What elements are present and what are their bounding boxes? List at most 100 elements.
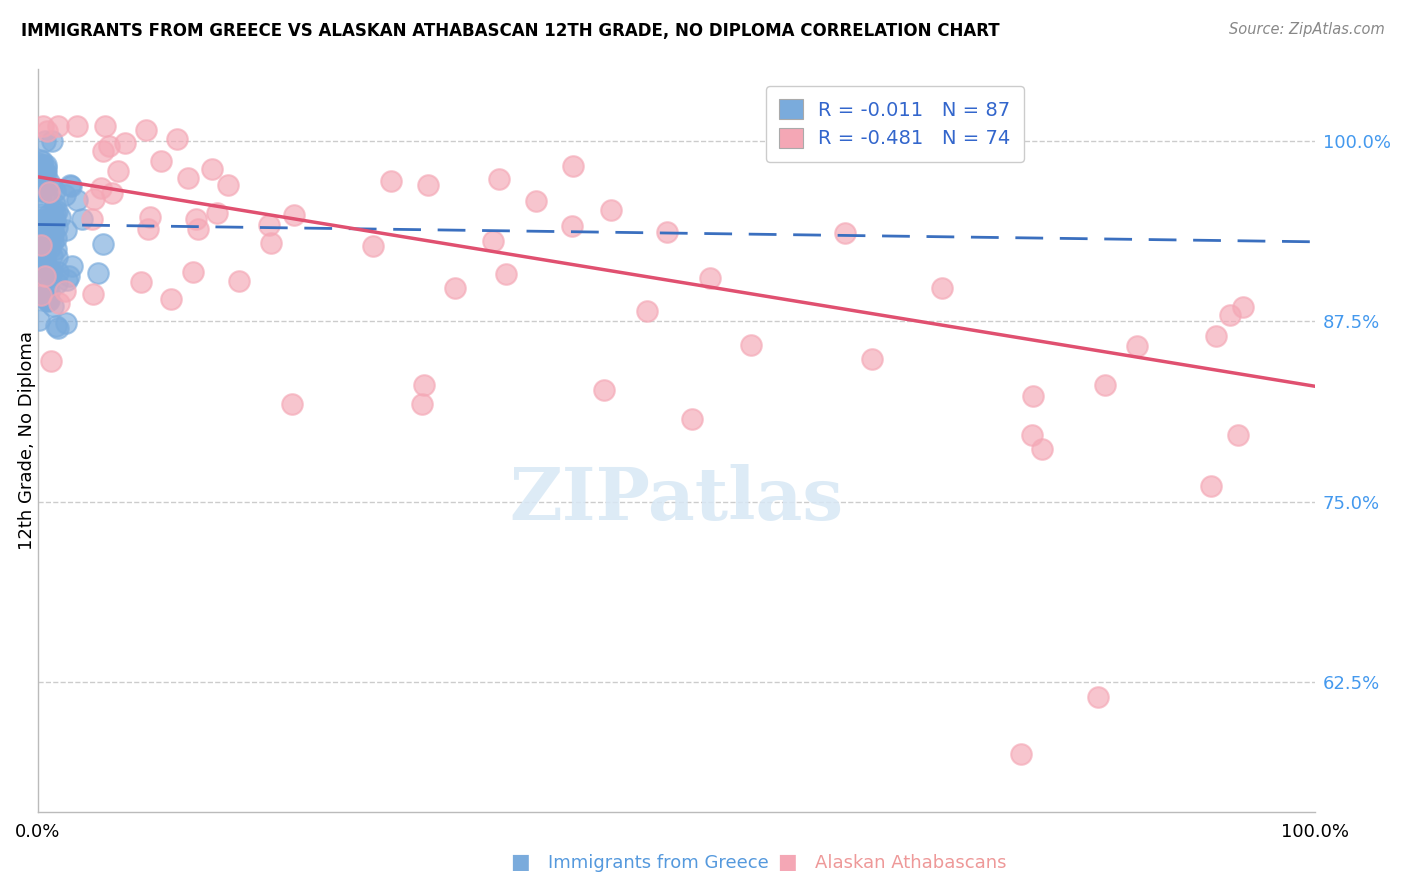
Point <box>32 234 55 248</box>
Point <box>30 275 52 289</box>
Point <box>31 154 53 169</box>
Point <box>35 161 58 175</box>
Point <box>45 318 67 333</box>
Point <box>44 184 66 198</box>
Point <box>45 230 67 244</box>
Point <box>46 250 69 264</box>
Point <box>561 159 583 173</box>
Point <box>39 353 62 368</box>
Point <box>283 208 305 222</box>
Point <box>97 138 120 153</box>
Point <box>31 223 53 237</box>
Point <box>413 378 436 392</box>
Point <box>49 211 72 225</box>
Point <box>34 253 56 268</box>
Point <box>80 211 103 226</box>
Point <box>38 186 60 200</box>
Point <box>82 287 104 301</box>
Point <box>37 123 59 137</box>
Point <box>32 213 55 227</box>
Point <box>1021 427 1043 442</box>
Point <box>526 194 548 208</box>
Point <box>166 132 188 146</box>
Point <box>30 153 52 167</box>
Point <box>41 234 63 248</box>
Point <box>1199 479 1222 493</box>
Point <box>411 397 433 411</box>
Point <box>41 211 63 226</box>
Point <box>32 238 55 252</box>
Point <box>41 249 63 263</box>
Point <box>44 212 66 227</box>
Point <box>59 179 82 194</box>
Point <box>31 235 53 249</box>
Point <box>834 227 856 241</box>
Text: IMMIGRANTS FROM GREECE VS ALASKAN ATHABASCAN 12TH GRADE, NO DIPLOMA CORRELATION : IMMIGRANTS FROM GREECE VS ALASKAN ATHABA… <box>21 22 1000 40</box>
Point <box>60 259 83 273</box>
Point <box>488 172 510 186</box>
Point <box>46 220 69 235</box>
Point <box>42 299 65 313</box>
Point <box>681 411 703 425</box>
Point <box>42 223 65 237</box>
Point <box>28 259 51 273</box>
Point <box>655 225 678 239</box>
Point <box>860 352 883 367</box>
Point <box>38 234 60 248</box>
Point <box>55 272 77 286</box>
Point <box>593 383 616 397</box>
Point <box>38 293 60 307</box>
Point <box>28 264 51 278</box>
Point <box>228 274 250 288</box>
Point <box>1232 300 1254 314</box>
Point <box>444 281 467 295</box>
Point <box>46 265 69 279</box>
Point <box>1010 747 1032 762</box>
Point <box>1021 389 1043 403</box>
Point <box>482 235 505 249</box>
Point <box>260 235 283 250</box>
Point <box>58 268 80 283</box>
Point <box>1126 338 1149 352</box>
Point <box>44 196 66 211</box>
Point <box>53 284 76 298</box>
Point <box>30 238 52 252</box>
Text: ZIPatlas: ZIPatlas <box>509 465 844 535</box>
Point <box>70 212 93 227</box>
Point <box>205 206 228 220</box>
Point <box>139 211 162 225</box>
Point <box>280 397 302 411</box>
Point <box>28 313 51 327</box>
Point <box>186 212 208 227</box>
Point <box>37 226 59 240</box>
Point <box>34 134 56 148</box>
Point <box>37 208 59 222</box>
Point <box>361 239 384 253</box>
Point <box>83 192 105 206</box>
Point <box>257 218 280 232</box>
Point <box>55 316 77 330</box>
Point <box>380 174 402 188</box>
Point <box>32 181 55 195</box>
Point <box>181 265 204 279</box>
Point <box>38 219 60 234</box>
Point <box>30 288 52 302</box>
Point <box>48 296 70 310</box>
Point <box>114 136 136 151</box>
Point <box>66 120 89 134</box>
Point <box>38 175 60 189</box>
Point <box>90 181 112 195</box>
Point <box>28 189 51 203</box>
Point <box>39 241 62 255</box>
Point <box>176 170 198 185</box>
Point <box>1219 308 1241 322</box>
Point <box>31 158 53 172</box>
Point <box>35 261 58 276</box>
Point <box>37 293 59 308</box>
Point <box>149 154 172 169</box>
Point <box>699 271 721 285</box>
Point <box>1094 377 1116 392</box>
Point <box>41 225 63 239</box>
Text: ■: ■ <box>778 853 797 872</box>
Point <box>1205 328 1227 343</box>
